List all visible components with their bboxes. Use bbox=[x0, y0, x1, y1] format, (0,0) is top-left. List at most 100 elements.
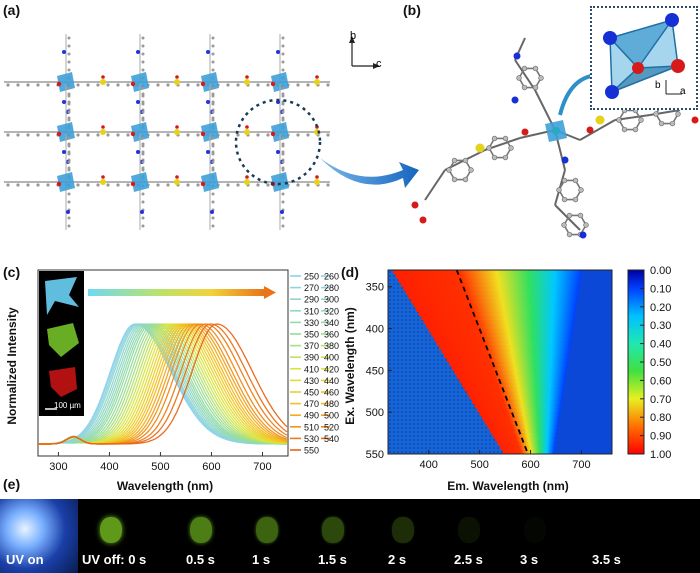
heatmap-row bbox=[444, 353, 569, 359]
colorbar-label: 0.70 bbox=[650, 394, 671, 406]
ligand-atom bbox=[67, 224, 71, 228]
cd-polyhedron bbox=[57, 72, 75, 92]
heatmap-cutoff bbox=[388, 408, 478, 413]
nitrogen-atom bbox=[210, 210, 214, 214]
colorbar-label: 0.30 bbox=[650, 320, 671, 332]
carbon-atom bbox=[491, 135, 498, 142]
chain-atom bbox=[46, 133, 50, 137]
polyhedron-inset bbox=[590, 6, 698, 110]
carbon-atom bbox=[566, 231, 573, 238]
timepoint-label: 2.5 s bbox=[454, 552, 483, 567]
heatmap-cutoff bbox=[388, 307, 416, 313]
heatmap-cutoff bbox=[388, 391, 467, 396]
chain-atom bbox=[256, 183, 260, 187]
sulfur-atom bbox=[244, 179, 250, 185]
excitation-emission-map: 400 500 600 700 350 400 450 500 550 0.00 0.10 0.20… bbox=[343, 266, 671, 493]
ligand-atom bbox=[211, 200, 215, 204]
ligand-atom bbox=[67, 110, 71, 114]
chain-atom bbox=[76, 183, 80, 187]
ligand-atom bbox=[211, 144, 215, 148]
chain-atom bbox=[6, 83, 10, 87]
carbon-atom bbox=[578, 187, 584, 193]
heatmap-row bbox=[479, 412, 560, 417]
oxygen-atom bbox=[315, 75, 319, 79]
ligand-atom bbox=[67, 200, 71, 204]
ligand-atom bbox=[211, 192, 215, 196]
nitrogen-atom bbox=[140, 210, 144, 214]
phosphor-glow bbox=[458, 517, 480, 543]
oxygen-atom bbox=[586, 126, 594, 134]
x-tick-label: 400 bbox=[420, 459, 438, 471]
heatmap-cutoff bbox=[388, 387, 465, 392]
chain-atom bbox=[226, 133, 230, 137]
cd-polyhedron bbox=[201, 122, 219, 142]
legend-label: 340 bbox=[324, 318, 339, 328]
chain-atom bbox=[46, 83, 50, 87]
ligand-atom bbox=[281, 110, 285, 114]
excitation-arrow bbox=[88, 286, 276, 299]
chain-atom bbox=[26, 83, 30, 87]
panel-label-b: (b) bbox=[403, 2, 421, 18]
afterglow-frame: 3 s bbox=[502, 499, 574, 573]
nitrogen-atom bbox=[513, 52, 521, 60]
colorbar-label: 0.10 bbox=[650, 283, 671, 295]
legend-label: 280 bbox=[324, 283, 339, 293]
ligand-atom bbox=[211, 44, 215, 48]
ligand-atom bbox=[67, 192, 71, 196]
legend-label: 470 bbox=[304, 399, 319, 409]
legend-label: 370 bbox=[304, 341, 319, 351]
carbon-atom bbox=[451, 176, 458, 183]
x-tick-label: 600 bbox=[521, 459, 539, 471]
afterglow-frame: 1 s bbox=[234, 499, 300, 573]
sulfur-atom bbox=[244, 129, 250, 135]
oxygen-atom bbox=[200, 81, 206, 87]
oxygen-atom bbox=[175, 175, 179, 179]
chain-atom bbox=[46, 183, 50, 187]
chain-atom bbox=[266, 133, 270, 137]
heatmap-cutoff bbox=[388, 345, 439, 350]
ligand-atom bbox=[67, 168, 71, 172]
oxygen-atom bbox=[245, 125, 249, 129]
heatmap-x-label: Em. Wavelength (nm) bbox=[447, 479, 569, 493]
crystal-packing-diagram bbox=[4, 34, 330, 230]
chain-atom bbox=[106, 83, 110, 87]
ligand-atom bbox=[281, 200, 285, 204]
chain-atom bbox=[166, 83, 170, 87]
oxygen-atom bbox=[56, 81, 62, 87]
heatmap-cutoff bbox=[388, 366, 452, 371]
ligand-atom bbox=[211, 152, 215, 156]
carbon-atom bbox=[556, 187, 562, 193]
ligand-atom bbox=[141, 102, 145, 106]
heatmap-row bbox=[405, 290, 579, 296]
carbon-atom bbox=[502, 135, 509, 142]
ligand-atom bbox=[281, 144, 285, 148]
timepoint-label: 1.5 s bbox=[318, 552, 347, 567]
legend-label: 360 bbox=[324, 330, 339, 340]
colorbar-label: 0.90 bbox=[650, 431, 671, 443]
carbon-atom bbox=[572, 196, 579, 203]
legend-label: 550 bbox=[304, 446, 319, 456]
ligand-atom bbox=[211, 68, 215, 72]
heatmap-cutoff bbox=[388, 290, 406, 296]
nitrogen-atom bbox=[206, 150, 210, 154]
afterglow-frame: 2.5 s bbox=[436, 499, 502, 573]
heatmap-cutoff bbox=[388, 316, 422, 321]
ligand-atom bbox=[67, 160, 71, 164]
phosphor-glow bbox=[392, 517, 414, 543]
carbon-atom bbox=[583, 222, 589, 228]
nitrogen-atom bbox=[66, 210, 70, 214]
heatmap-cutoff bbox=[388, 428, 490, 434]
legend-label: 530 bbox=[304, 434, 319, 444]
heatmap-cutoff bbox=[388, 357, 447, 363]
x-tick-label: 700 bbox=[572, 459, 590, 471]
heatmap-row bbox=[469, 395, 563, 401]
chain-atom bbox=[76, 83, 80, 87]
chain-atom bbox=[126, 133, 130, 137]
legend-label: 250 bbox=[304, 272, 319, 282]
oxygen-atom bbox=[315, 175, 319, 179]
heatmap-row bbox=[502, 449, 555, 455]
carbon-atom bbox=[521, 65, 528, 72]
ligand-atom bbox=[211, 160, 215, 164]
legend-label: 480 bbox=[324, 399, 339, 409]
ligand-atom bbox=[141, 200, 145, 204]
